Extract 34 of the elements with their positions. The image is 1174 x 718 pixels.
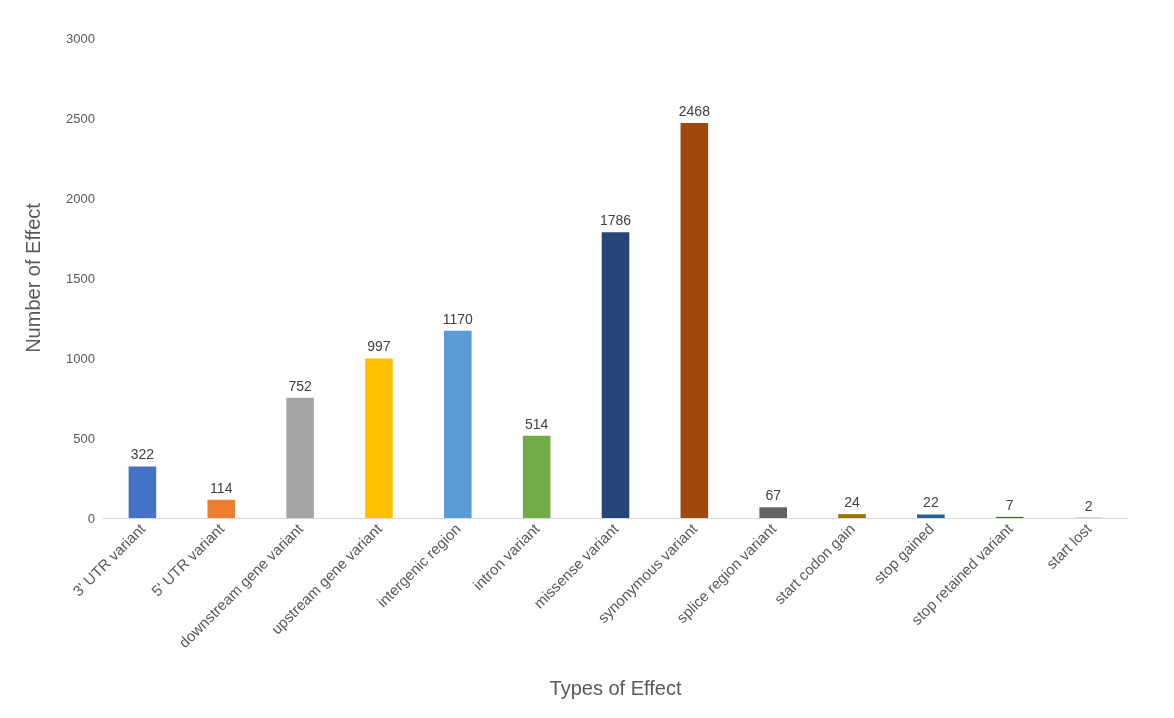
bar	[759, 507, 787, 518]
bar	[917, 514, 945, 518]
data-label: 1170	[442, 310, 474, 327]
bar	[207, 499, 236, 518]
y-tick-label: 1000	[66, 350, 95, 366]
y-axis-title: Number of Effect	[22, 202, 44, 353]
bar	[286, 397, 314, 518]
data-label: 752	[288, 377, 313, 394]
y-tick-label: 2500	[66, 110, 95, 126]
y-tick-label: 500	[73, 430, 95, 446]
bar	[838, 514, 866, 518]
data-label: 114	[210, 479, 233, 496]
data-label: 322	[130, 446, 155, 463]
x-axis-title: Types of Effect	[549, 677, 682, 699]
data-label: 514	[524, 415, 549, 432]
bar	[680, 123, 709, 518]
data-label: 67	[765, 487, 782, 504]
data-label: 22	[923, 494, 939, 511]
bar	[128, 466, 157, 518]
y-tick-label: 2000	[66, 190, 95, 206]
data-label: 997	[367, 338, 391, 355]
data-label: 2	[1084, 497, 1093, 514]
data-label: 2468	[678, 103, 711, 120]
bar	[444, 330, 472, 518]
y-tick-label: 1500	[66, 270, 95, 286]
bar	[601, 232, 630, 518]
y-tick-label: 3000	[66, 30, 95, 46]
bar	[522, 435, 551, 518]
data-label: 7	[1005, 496, 1014, 513]
y-tick-label: 0	[87, 510, 95, 526]
data-label: 24	[844, 494, 861, 511]
bar	[365, 358, 393, 518]
data-label: 1786	[599, 212, 632, 229]
x-tick-label: start lost	[1042, 519, 1096, 573]
